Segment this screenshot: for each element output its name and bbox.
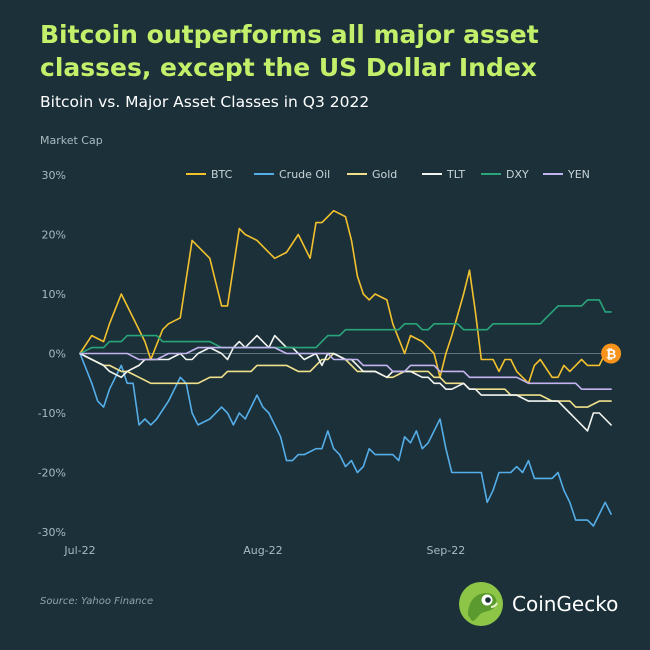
y-tick-label: -20% [38,467,66,480]
bitcoin-icon: ₿ [601,343,622,364]
y-axis: 30% 20% 10% 0% -10% -20% -30% [38,169,66,539]
y-tick-label: 0% [49,348,66,361]
brand-logo: CoinGecko [458,580,618,628]
legend-entry: BTC [211,168,233,181]
legend-entry: Gold [372,168,397,181]
y-tick-label: 10% [42,288,66,301]
page-subtitle: Bitcoin vs. Major Asset Classes in Q3 20… [40,93,370,111]
y-tick-label: -10% [38,407,66,420]
x-axis: Jul-22 Aug-22 Sep-22 [63,544,465,557]
legend: BTC Crude Oil Gold TLT DXY YEN [186,168,590,181]
series-group [79,209,612,527]
legend-entry: TLT [446,168,465,181]
bitcoin-symbol: ₿ [606,348,617,363]
legend-entry: YEN [567,168,590,181]
x-tick-label: Aug-22 [243,544,282,557]
series-line [79,346,612,391]
y-axis-label: Market Cap [40,134,103,147]
bitcoin-badge [601,343,622,364]
legend-entry: DXY [506,168,529,181]
y-tick-label: -30% [38,526,66,539]
series-line [79,299,612,355]
x-tick-label: Sep-22 [427,544,466,557]
series-line [79,352,612,527]
source-note: Source: Yahoo Finance [40,596,154,607]
page-title: Bitcoin outperforms all major asset clas… [40,20,539,82]
x-tick-label: Jul-22 [63,544,95,557]
brand-name: CoinGecko [512,592,619,616]
series-line [79,352,612,408]
series-line [79,209,612,385]
legend-entry: Crude Oil [279,168,330,181]
coingecko-gecko-icon [459,582,503,626]
y-tick-label: 20% [42,229,66,242]
y-tick-label: 30% [42,169,66,182]
